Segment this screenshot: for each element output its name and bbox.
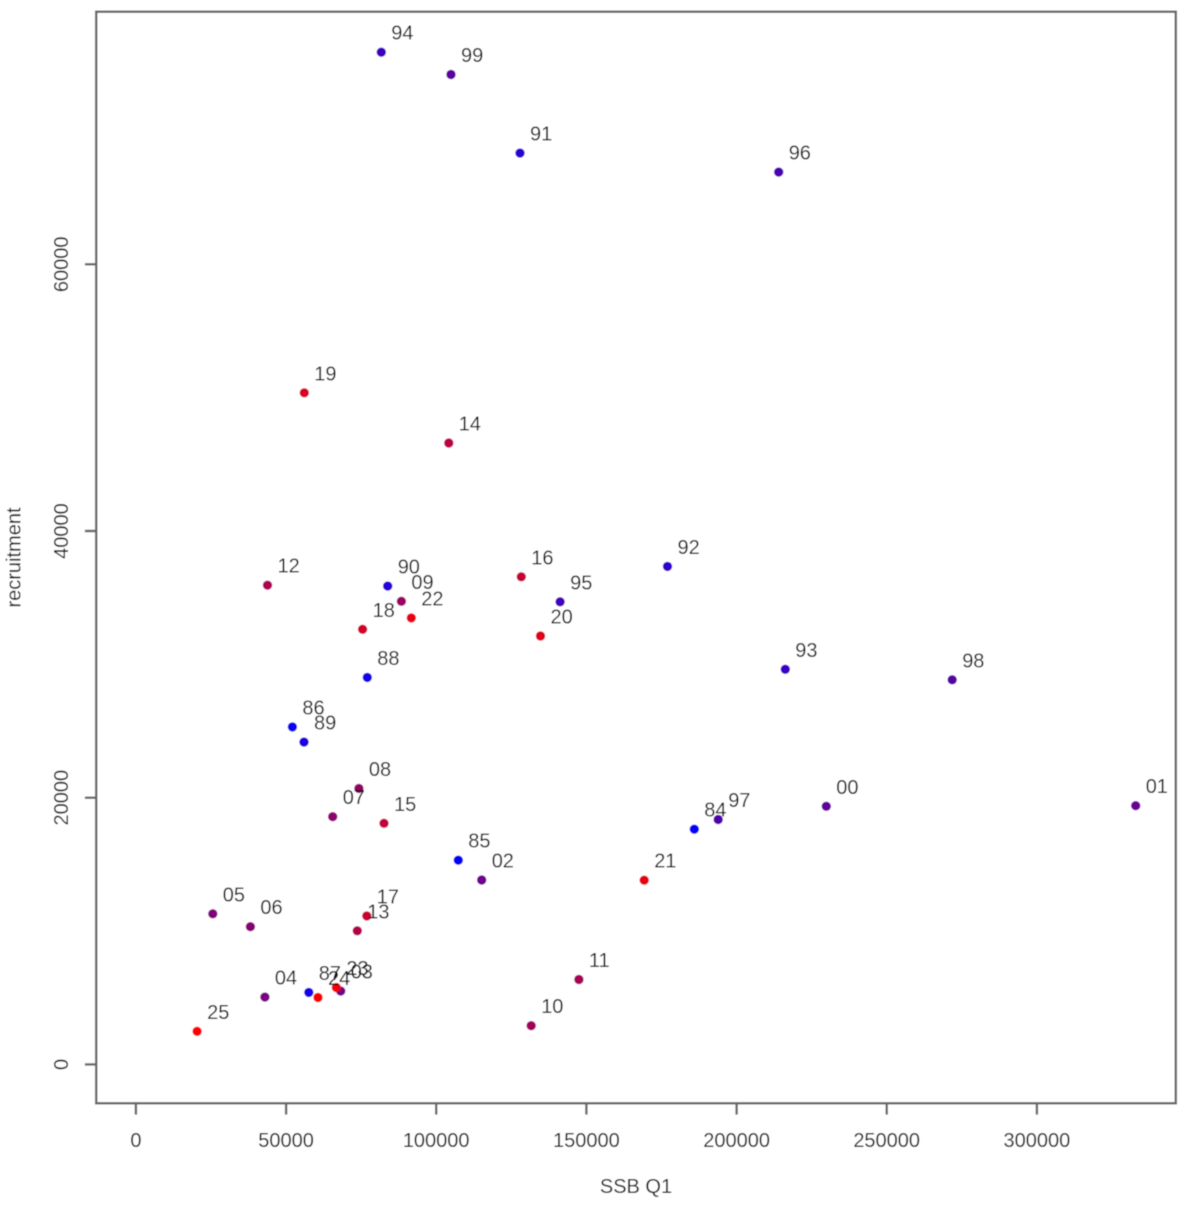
svg-text:16: 16 [531,547,553,569]
svg-text:09: 09 [411,572,433,594]
svg-text:50000: 50000 [258,1130,314,1152]
svg-text:0: 0 [51,1059,73,1070]
svg-text:25: 25 [207,1002,229,1024]
svg-text:08: 08 [369,759,391,781]
svg-text:20000: 20000 [51,770,73,826]
svg-text:04: 04 [275,968,297,990]
svg-text:07: 07 [343,787,365,809]
svg-text:98: 98 [962,650,984,672]
svg-text:97: 97 [728,790,750,812]
svg-text:10: 10 [541,996,563,1018]
svg-text:94: 94 [391,23,413,45]
svg-text:100000: 100000 [403,1130,470,1152]
svg-text:01: 01 [1146,776,1168,798]
svg-text:96: 96 [789,143,811,165]
svg-text:19: 19 [314,363,336,385]
svg-text:250000: 250000 [853,1130,920,1152]
svg-text:95: 95 [570,572,592,594]
svg-text:11: 11 [589,950,610,972]
svg-text:23: 23 [346,958,368,980]
svg-text:60000: 60000 [51,236,73,292]
svg-text:recruitment: recruitment [4,507,26,607]
svg-text:00: 00 [836,777,858,799]
svg-text:86: 86 [302,697,324,719]
svg-text:300000: 300000 [1004,1130,1071,1152]
svg-text:22: 22 [421,588,443,610]
svg-text:02: 02 [492,851,514,873]
svg-text:06: 06 [260,897,282,919]
svg-text:84: 84 [704,800,726,822]
svg-text:21: 21 [654,851,676,873]
svg-text:92: 92 [678,537,700,559]
svg-text:88: 88 [377,648,399,670]
svg-text:12: 12 [278,556,300,578]
svg-text:40000: 40000 [51,503,73,559]
svg-text:03: 03 [351,962,373,984]
svg-text:SSB Q1: SSB Q1 [600,1176,672,1198]
svg-text:87: 87 [319,963,341,985]
svg-text:200000: 200000 [703,1130,770,1152]
svg-text:85: 85 [468,831,490,853]
svg-text:13: 13 [367,901,389,923]
svg-text:91: 91 [530,124,552,146]
svg-text:99: 99 [461,45,483,67]
svg-text:20: 20 [551,607,573,629]
svg-text:05: 05 [223,884,245,906]
svg-text:0: 0 [130,1130,141,1152]
svg-text:18: 18 [373,600,395,622]
svg-text:15: 15 [394,794,416,816]
svg-text:93: 93 [795,640,817,662]
svg-text:150000: 150000 [553,1130,620,1152]
svg-text:17: 17 [377,886,399,908]
svg-text:90: 90 [398,557,420,579]
svg-text:14: 14 [459,414,481,436]
svg-text:89: 89 [314,713,336,735]
svg-text:24: 24 [328,968,350,990]
